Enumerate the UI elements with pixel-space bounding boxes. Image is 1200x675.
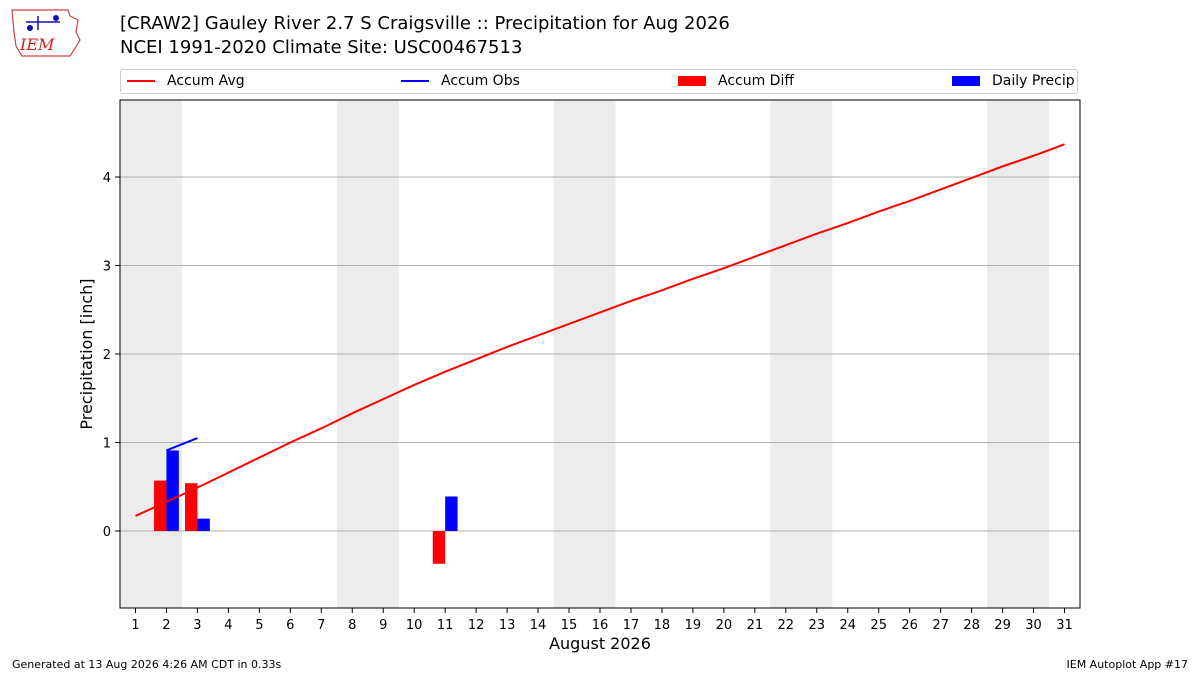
x-tick-label: 16 [592, 618, 609, 633]
title-line-2: NCEI 1991-2020 Climate Site: USC00467513 [120, 37, 523, 58]
x-tick-label: 5 [255, 618, 263, 633]
x-axis-label: August 2026 [549, 634, 651, 653]
legend-item-accum-obs: Accum Obs [401, 73, 520, 89]
accum-diff-bar [432, 531, 446, 564]
x-tick-label: 7 [317, 618, 325, 633]
accum-diff-swatch [678, 76, 706, 86]
x-tick-label: 26 [901, 618, 918, 633]
x-tick-label: 10 [406, 618, 423, 633]
iem-logo: IEM [11, 9, 81, 57]
x-tick-label: 14 [530, 618, 547, 633]
svg-text:IEM: IEM [19, 35, 55, 54]
legend-item-accum-avg: Accum Avg [127, 73, 245, 89]
legend-label-accum-avg: Accum Avg [167, 73, 245, 89]
legend-label-daily-precip: Daily Precip [992, 73, 1075, 89]
y-tick-label: 3 [103, 259, 111, 274]
daily-precip-bar [197, 518, 210, 532]
x-tick-label: 28 [963, 618, 980, 633]
daily-precip-bar [445, 496, 458, 532]
x-tick-label: 8 [348, 618, 356, 633]
x-tick-label: 22 [778, 618, 795, 633]
x-tick-label: 29 [994, 618, 1011, 633]
legend-label-accum-diff: Accum Diff [718, 73, 795, 89]
x-tick-label: 31 [1056, 618, 1073, 633]
daily-precip-bar [166, 450, 179, 532]
x-tick-label: 1 [131, 618, 139, 633]
accum-diff-bar [154, 480, 167, 532]
accum-avg-line [135, 143, 1065, 517]
x-tick-label: 3 [193, 618, 201, 633]
generated-timestamp: Generated at 13 Aug 2026 4:26 AM CDT in … [12, 658, 282, 671]
legend-label-accum-obs: Accum Obs [441, 73, 520, 89]
x-tick-label: 2 [162, 618, 170, 633]
accum-obs-line [166, 437, 198, 452]
y-tick-label: 0 [103, 525, 111, 540]
x-tick-label: 21 [747, 618, 764, 633]
x-tick-label: 18 [654, 618, 671, 633]
title-line-1: [CRAW2] Gauley River 2.7 S Craigsville :… [120, 13, 730, 34]
chart-legend: Accum Avg Accum Obs Accum Diff Daily Pre… [120, 69, 1078, 94]
x-tick-label: 9 [379, 618, 387, 633]
x-tick-label: 20 [716, 618, 733, 633]
x-tick-label: 15 [561, 618, 578, 633]
x-tick-label: 6 [286, 618, 294, 633]
x-tick-label: 23 [809, 618, 826, 633]
daily-precip-swatch [952, 76, 980, 86]
gridlines [120, 176, 1080, 532]
x-tick-label: 25 [870, 618, 887, 633]
x-tick-label: 4 [224, 618, 232, 633]
accum-avg-swatch [127, 80, 155, 82]
lines [135, 143, 1065, 517]
chart-title: [CRAW2] Gauley River 2.7 S Craigsville :… [120, 12, 730, 60]
x-tick-label: 30 [1025, 618, 1042, 633]
x-tick-label: 17 [623, 618, 640, 633]
x-tick-label: 27 [932, 618, 949, 633]
x-tick-label: 12 [468, 618, 485, 633]
y-tick-label: 2 [103, 348, 111, 363]
x-tick-label: 11 [437, 618, 454, 633]
legend-item-daily-precip: Daily Precip [952, 73, 1075, 89]
bars [154, 450, 458, 564]
y-tick-label: 1 [103, 437, 111, 452]
app-credit: IEM Autoplot App #17 [1066, 658, 1189, 671]
y-axis-label: Precipitation [inch] [77, 278, 96, 429]
y-tick-label: 4 [103, 171, 111, 186]
x-tick-label: 13 [499, 618, 516, 633]
x-tick-label: 24 [839, 618, 856, 633]
x-tick-label: 19 [685, 618, 702, 633]
accum-obs-swatch [401, 80, 429, 82]
legend-item-accum-diff: Accum Diff [678, 73, 794, 89]
accum-diff-bar [185, 483, 198, 532]
